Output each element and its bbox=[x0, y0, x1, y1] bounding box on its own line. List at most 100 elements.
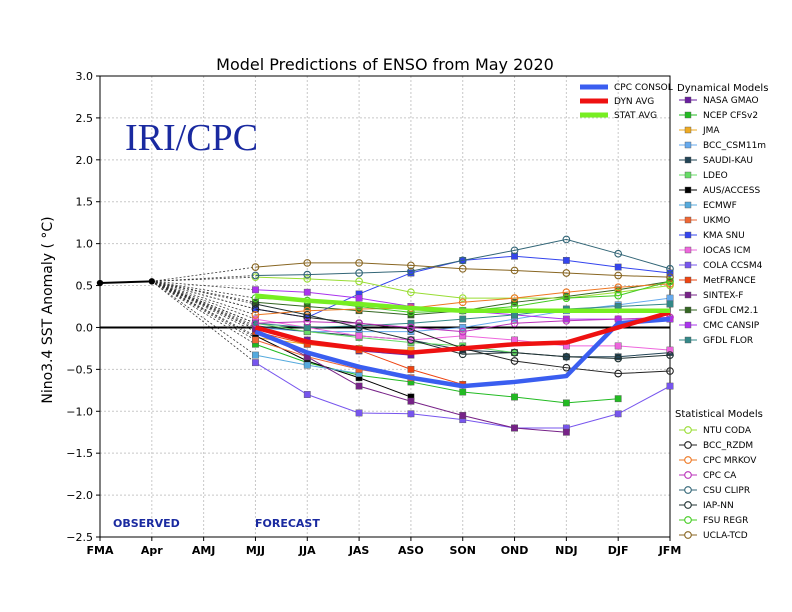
series-ukmo-point bbox=[252, 336, 259, 344]
series-gfdl-flor-point bbox=[459, 315, 467, 323]
series-ukmo-connector bbox=[151, 281, 256, 341]
series-cpc-mrkov-point bbox=[303, 306, 312, 315]
series-cola-ccsm4-point bbox=[303, 391, 311, 398]
series-sintex-f-point bbox=[355, 382, 363, 390]
x-tick-label: FMA bbox=[87, 544, 114, 557]
legend-label-saudi-kau: SAUDI-KAU bbox=[703, 156, 753, 166]
legend-marker-iocas-icm bbox=[684, 246, 692, 254]
x-tick-label: JFM bbox=[658, 544, 682, 557]
legend-marker-ukmo bbox=[684, 216, 692, 224]
x-tick-label: OND bbox=[501, 544, 529, 557]
series-cpc-ca-point bbox=[407, 323, 415, 332]
series-sintex-f-point bbox=[511, 424, 518, 432]
series-gfdl-flor-point bbox=[666, 300, 674, 308]
series-cola-ccsm4-point bbox=[407, 410, 415, 418]
y-tick-label: 0.5 bbox=[76, 280, 94, 293]
series-sintex-f-point bbox=[562, 428, 570, 436]
series-gfdl-cm2-1-point bbox=[511, 298, 518, 306]
series-ntu-coda-point bbox=[407, 288, 415, 297]
series-iocas-icm-point bbox=[614, 342, 622, 350]
series-bcc-rzdm-point bbox=[562, 363, 571, 372]
legend-marker-iap-nn bbox=[684, 501, 692, 509]
legend-label-iap-nn: IAP-NN bbox=[703, 501, 734, 511]
series-bcc-csm11m-point bbox=[666, 294, 674, 302]
legend-marker-saudi-kau bbox=[684, 156, 692, 164]
legend-marker-aus-access bbox=[684, 186, 692, 194]
legend-marker-cpc-ca bbox=[684, 471, 692, 479]
legend-marker-nasa-gmao bbox=[684, 96, 692, 104]
series-csu-clipr-point bbox=[355, 269, 363, 277]
series-ucla-tcd-point bbox=[355, 259, 363, 267]
series-ecmwf-point bbox=[252, 351, 259, 359]
legend-marker-ucla-tcd bbox=[684, 531, 692, 539]
series-kma-snu-point bbox=[511, 252, 518, 260]
legend-marker-gfdl-flor bbox=[684, 336, 692, 344]
series-ncep-cfsv2-point bbox=[614, 395, 622, 403]
series-bcc-rzdm-connector bbox=[151, 280, 256, 310]
x-tick-label: SON bbox=[449, 544, 475, 557]
legend-label-nasa-gmao: NASA GMAO bbox=[703, 96, 759, 106]
series-csu-clipr-point bbox=[666, 264, 674, 273]
legend-marker-cola-ccsm4 bbox=[684, 261, 692, 269]
series-iap-nn-point bbox=[666, 351, 674, 359]
series-bcc-rzdm-point bbox=[614, 369, 623, 378]
y-tick-label: 1.0 bbox=[76, 238, 94, 251]
legend-title-dynamical: Dynamical Models bbox=[677, 83, 768, 94]
series-iap-nn-point bbox=[303, 311, 312, 319]
y-tick-label: −1.5 bbox=[66, 447, 93, 460]
x-tick-label: JJA bbox=[298, 544, 316, 557]
series-ucla-tcd-point bbox=[510, 266, 519, 275]
legend-label-ncep-cfsv2: NCEP CFSv2 bbox=[703, 111, 758, 121]
series-iap-nn-point bbox=[355, 323, 363, 332]
series-kma-snu-point bbox=[562, 257, 570, 264]
series-cmc-cansip-point bbox=[355, 294, 363, 302]
legend-label-ldeo: LDEO bbox=[703, 171, 728, 181]
series-iap-nn-point bbox=[407, 336, 415, 344]
series-metfrance-point bbox=[407, 365, 415, 373]
x-tick-label: ASO bbox=[398, 544, 424, 557]
series-cola-ccsm4-point bbox=[666, 382, 674, 390]
series-ucla-tcd-point bbox=[614, 271, 623, 280]
legend-marker-kma-snu bbox=[684, 231, 692, 239]
legend-marker-csu-clipr bbox=[684, 486, 692, 494]
series-ucla-tcd-point bbox=[251, 263, 260, 271]
series-iap-nn-connector bbox=[151, 280, 256, 305]
legend-label-gfdl-flor: GFDL FLOR bbox=[703, 336, 753, 346]
series-bcc-csm11m-connector bbox=[151, 280, 256, 328]
series-gfdl-cm2-1-point bbox=[303, 303, 311, 310]
series-cpc-mrkov-line bbox=[255, 283, 671, 316]
series-iap-nn-point bbox=[562, 352, 571, 361]
legend-label-metfrance: MetFRANCE bbox=[703, 276, 756, 286]
series-ucla-tcd-point bbox=[666, 273, 674, 282]
series-kma-snu-point bbox=[666, 269, 674, 277]
x-tick-label: DJF bbox=[608, 544, 629, 557]
observed-point bbox=[148, 278, 156, 285]
series-ucla-tcd-point bbox=[407, 261, 415, 270]
legend-marker-ncep-cfsv2 bbox=[684, 111, 692, 119]
series-cpc-ca-point bbox=[510, 319, 519, 328]
series-iap-nn-point bbox=[251, 300, 260, 308]
series-csu-clipr-connector bbox=[151, 275, 256, 282]
series-cola-ccsm4-connector bbox=[151, 281, 256, 363]
series-fsu-regr-point bbox=[562, 294, 571, 302]
series-sintex-f-point bbox=[459, 412, 467, 419]
legend-marker-ecmwf bbox=[684, 201, 692, 209]
series-cmc-cansip-point bbox=[303, 288, 311, 296]
series-bcc-csm11m-point bbox=[407, 328, 415, 336]
legend-label-ucla-tcd: UCLA-TCD bbox=[703, 531, 748, 541]
series-aus-access-connector bbox=[151, 281, 256, 337]
legend-label-iocas-icm: IOCAS ICM bbox=[703, 246, 750, 256]
series-iocas-icm-point bbox=[459, 332, 467, 340]
series-ecmwf-connector bbox=[151, 281, 256, 356]
y-axis-label: Nino3.4 SST Anomaly ( °C) bbox=[40, 216, 56, 403]
series-cmc-cansip-point bbox=[252, 286, 259, 294]
series-cola-ccsm4-point bbox=[355, 409, 363, 417]
series-cpc-ca-point bbox=[355, 319, 363, 328]
series-csu-clipr-point bbox=[407, 267, 415, 276]
series-cpc-mrkov-point bbox=[251, 311, 260, 319]
series-iap-nn-point bbox=[614, 354, 623, 363]
series-cpc-mrkov-point bbox=[562, 288, 571, 297]
series-bcc-csm11m-point bbox=[459, 324, 467, 331]
legend-label-cpc-consol: CPC CONSOL bbox=[614, 83, 673, 93]
